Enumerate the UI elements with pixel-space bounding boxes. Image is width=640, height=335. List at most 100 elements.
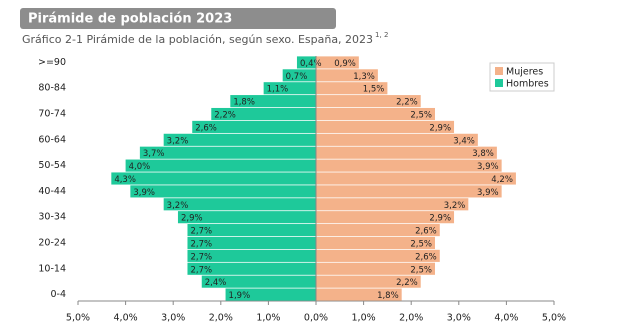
bar <box>163 133 316 146</box>
value-label: 1,8% <box>377 291 399 301</box>
value-label: 2,2% <box>214 111 236 121</box>
x-tick-label: 2,0% <box>399 313 423 324</box>
legend-swatch <box>495 67 503 75</box>
bar <box>316 224 440 237</box>
value-label: 3,8% <box>472 149 494 159</box>
value-label: 2,5% <box>410 111 432 121</box>
x-tick-label: 5,0% <box>542 313 566 324</box>
x-tick-label: 3,0% <box>161 313 185 324</box>
bar <box>192 120 316 133</box>
bar <box>316 172 516 185</box>
bar <box>316 120 455 133</box>
bar <box>316 211 455 224</box>
legend-swatch <box>495 79 503 87</box>
value-label: 2,7% <box>190 227 212 237</box>
y-tick-label: 40-44 <box>38 186 66 197</box>
x-tick-label: 5,0% <box>66 313 90 324</box>
value-label: 2,4% <box>205 278 227 288</box>
bar <box>316 262 435 275</box>
value-label: 2,5% <box>410 265 432 275</box>
value-label: 3,2% <box>167 201 189 211</box>
y-tick-label: 70-74 <box>38 109 66 120</box>
value-label: 0,4% <box>300 59 322 69</box>
bar <box>316 288 402 301</box>
chart-subtitle: Gráfico 2-1 Pirámide de la población, se… <box>22 33 373 46</box>
value-label: 3,2% <box>167 136 189 146</box>
bar <box>187 262 316 275</box>
bar <box>316 275 421 288</box>
value-label: 1,5% <box>363 85 385 95</box>
bar <box>130 185 316 198</box>
bar <box>225 288 316 301</box>
bar <box>163 198 316 211</box>
y-tick-label: >=90 <box>38 57 66 68</box>
value-label: 1,3% <box>353 72 375 82</box>
y-tick-label: 20-24 <box>38 237 66 248</box>
legend-label: Hombres <box>506 79 549 90</box>
value-label: 3,2% <box>444 201 466 211</box>
bar <box>316 249 440 262</box>
bar <box>230 95 316 108</box>
bar <box>316 82 388 95</box>
x-tick-label: 1,0% <box>352 313 376 324</box>
value-label: 2,7% <box>190 252 212 262</box>
x-tick-label: 4,0% <box>114 313 138 324</box>
bar <box>187 236 316 250</box>
y-tick-label: 30-34 <box>38 212 66 223</box>
value-label: 4,3% <box>114 175 136 185</box>
value-label: 2,6% <box>415 227 437 237</box>
x-tick-label: 3,0% <box>447 313 471 324</box>
y-tick-label: 10-14 <box>38 263 66 274</box>
bar <box>125 159 316 172</box>
value-label: 4,0% <box>129 162 151 172</box>
value-label: 2,2% <box>396 278 418 288</box>
value-label: 0,7% <box>286 72 308 82</box>
title-bar <box>20 8 336 29</box>
x-tick-label: 2,0% <box>209 313 233 324</box>
value-label: 1,1% <box>267 85 289 95</box>
value-label: 3,9% <box>477 188 499 198</box>
value-label: 2,9% <box>181 214 203 224</box>
bar <box>211 107 316 121</box>
bar <box>316 185 502 198</box>
bar <box>316 146 497 159</box>
bar <box>263 82 316 95</box>
value-label: 0,9% <box>334 59 356 69</box>
value-label: 2,9% <box>429 123 451 133</box>
value-label: 2,9% <box>429 214 451 224</box>
bar <box>282 69 316 82</box>
x-tick-label: 4,0% <box>494 313 518 324</box>
value-label: 2,6% <box>195 123 217 133</box>
value-label: 2,7% <box>190 265 212 275</box>
value-label: 2,5% <box>410 239 432 249</box>
value-label: 2,6% <box>415 252 437 262</box>
y-tick-label: 0-4 <box>50 289 66 300</box>
bar <box>316 236 435 250</box>
bar <box>201 275 316 288</box>
y-tick-label: 60-64 <box>38 134 66 145</box>
bar <box>316 198 469 211</box>
bar <box>187 224 316 237</box>
bar <box>316 69 378 82</box>
value-label: 1,8% <box>233 98 255 108</box>
bar <box>316 133 478 146</box>
x-tick-label: 0,0% <box>304 313 328 324</box>
bar <box>187 249 316 262</box>
chart-title: Pirámide de población 2023 <box>28 12 232 27</box>
bar <box>316 159 502 172</box>
x-tick-label: 1,0% <box>256 313 280 324</box>
y-tick-label: 50-54 <box>38 160 66 171</box>
bar <box>111 172 316 185</box>
value-label: 3,4% <box>453 136 475 146</box>
legend-label: Mujeres <box>506 67 543 78</box>
value-label: 4,2% <box>491 175 513 185</box>
value-label: 2,2% <box>396 98 418 108</box>
bar <box>139 146 316 159</box>
value-label: 2,7% <box>190 239 212 249</box>
value-label: 3,9% <box>477 162 499 172</box>
bar <box>296 56 316 69</box>
value-label: 3,7% <box>143 149 165 159</box>
bar <box>316 56 359 69</box>
y-tick-label: 80-84 <box>38 83 66 94</box>
